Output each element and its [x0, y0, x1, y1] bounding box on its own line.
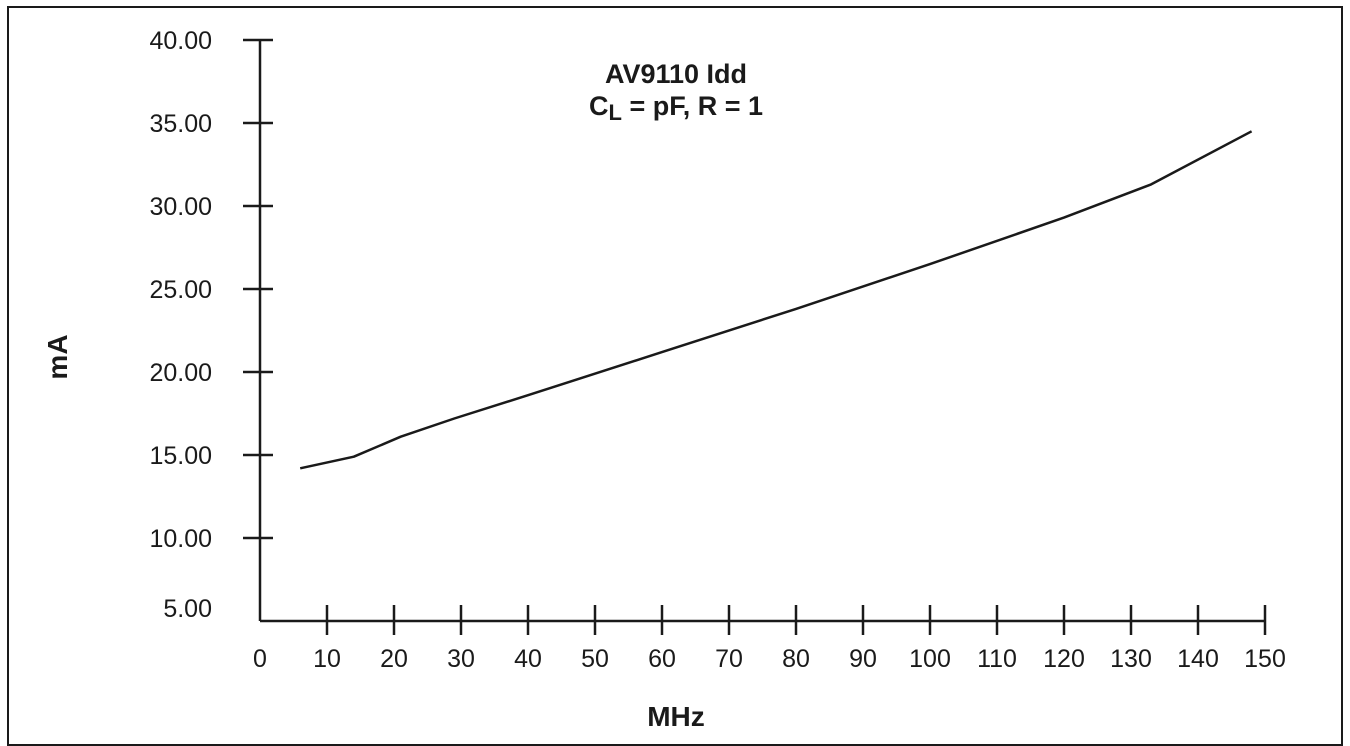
x-tick-label: 150 — [1244, 645, 1286, 673]
chart-title: AV9110 Idd — [605, 59, 747, 89]
y-axis-title: mA — [42, 334, 73, 379]
chart-subtitle: CL = pF, R = 1 — [589, 91, 763, 125]
x-tick-label: 100 — [909, 645, 951, 673]
x-tick-label: 110 — [977, 645, 1017, 673]
x-axis-title: MHz — [647, 701, 705, 731]
x-tick-label: 60 — [648, 645, 676, 673]
axes-group — [258, 40, 1265, 623]
chart-canvas: AV9110 Idd CL = pF, R = 1 mA MHz 5.00 10.… — [42, 27, 1286, 731]
y-tick-label: 10.00 — [149, 525, 212, 553]
x-tick-label: 10 — [313, 645, 341, 673]
y-tick-label: 40.00 — [149, 27, 212, 55]
ticks-group: 5.00 10.00 15.00 20.00 25.00 30.00 35.00 40.00 0… — [149, 27, 1285, 673]
x-tick-label: 140 — [1177, 645, 1219, 673]
x-tick-label: 80 — [782, 645, 810, 673]
series-group — [299, 130, 1253, 470]
y-tick-label: 20.00 — [149, 359, 212, 387]
subtitle-subscript: L — [608, 100, 621, 125]
y-tick-label: 15.00 — [149, 442, 212, 470]
x-tick-label: 40 — [514, 645, 542, 673]
x-tick-label: 120 — [1043, 645, 1085, 673]
y-tick-label: 5.00 — [163, 595, 212, 623]
x-tick-label: 30 — [447, 645, 475, 673]
x-tick-label: 50 — [581, 645, 609, 673]
series-line — [299, 130, 1253, 470]
y-tick-label: 35.00 — [149, 110, 212, 138]
x-tick-label: 70 — [715, 645, 743, 673]
x-tick-label: 90 — [849, 645, 877, 673]
x-tick-label: 130 — [1110, 645, 1152, 673]
y-tick-label: 25.00 — [149, 276, 212, 304]
x-tick-label: 20 — [380, 645, 408, 673]
subtitle-suffix: = pF, R = 1 — [622, 91, 763, 121]
subtitle-prefix: C — [589, 91, 609, 121]
y-tick-label: 30.00 — [149, 193, 212, 221]
x-tick-label: 0 — [253, 645, 267, 673]
